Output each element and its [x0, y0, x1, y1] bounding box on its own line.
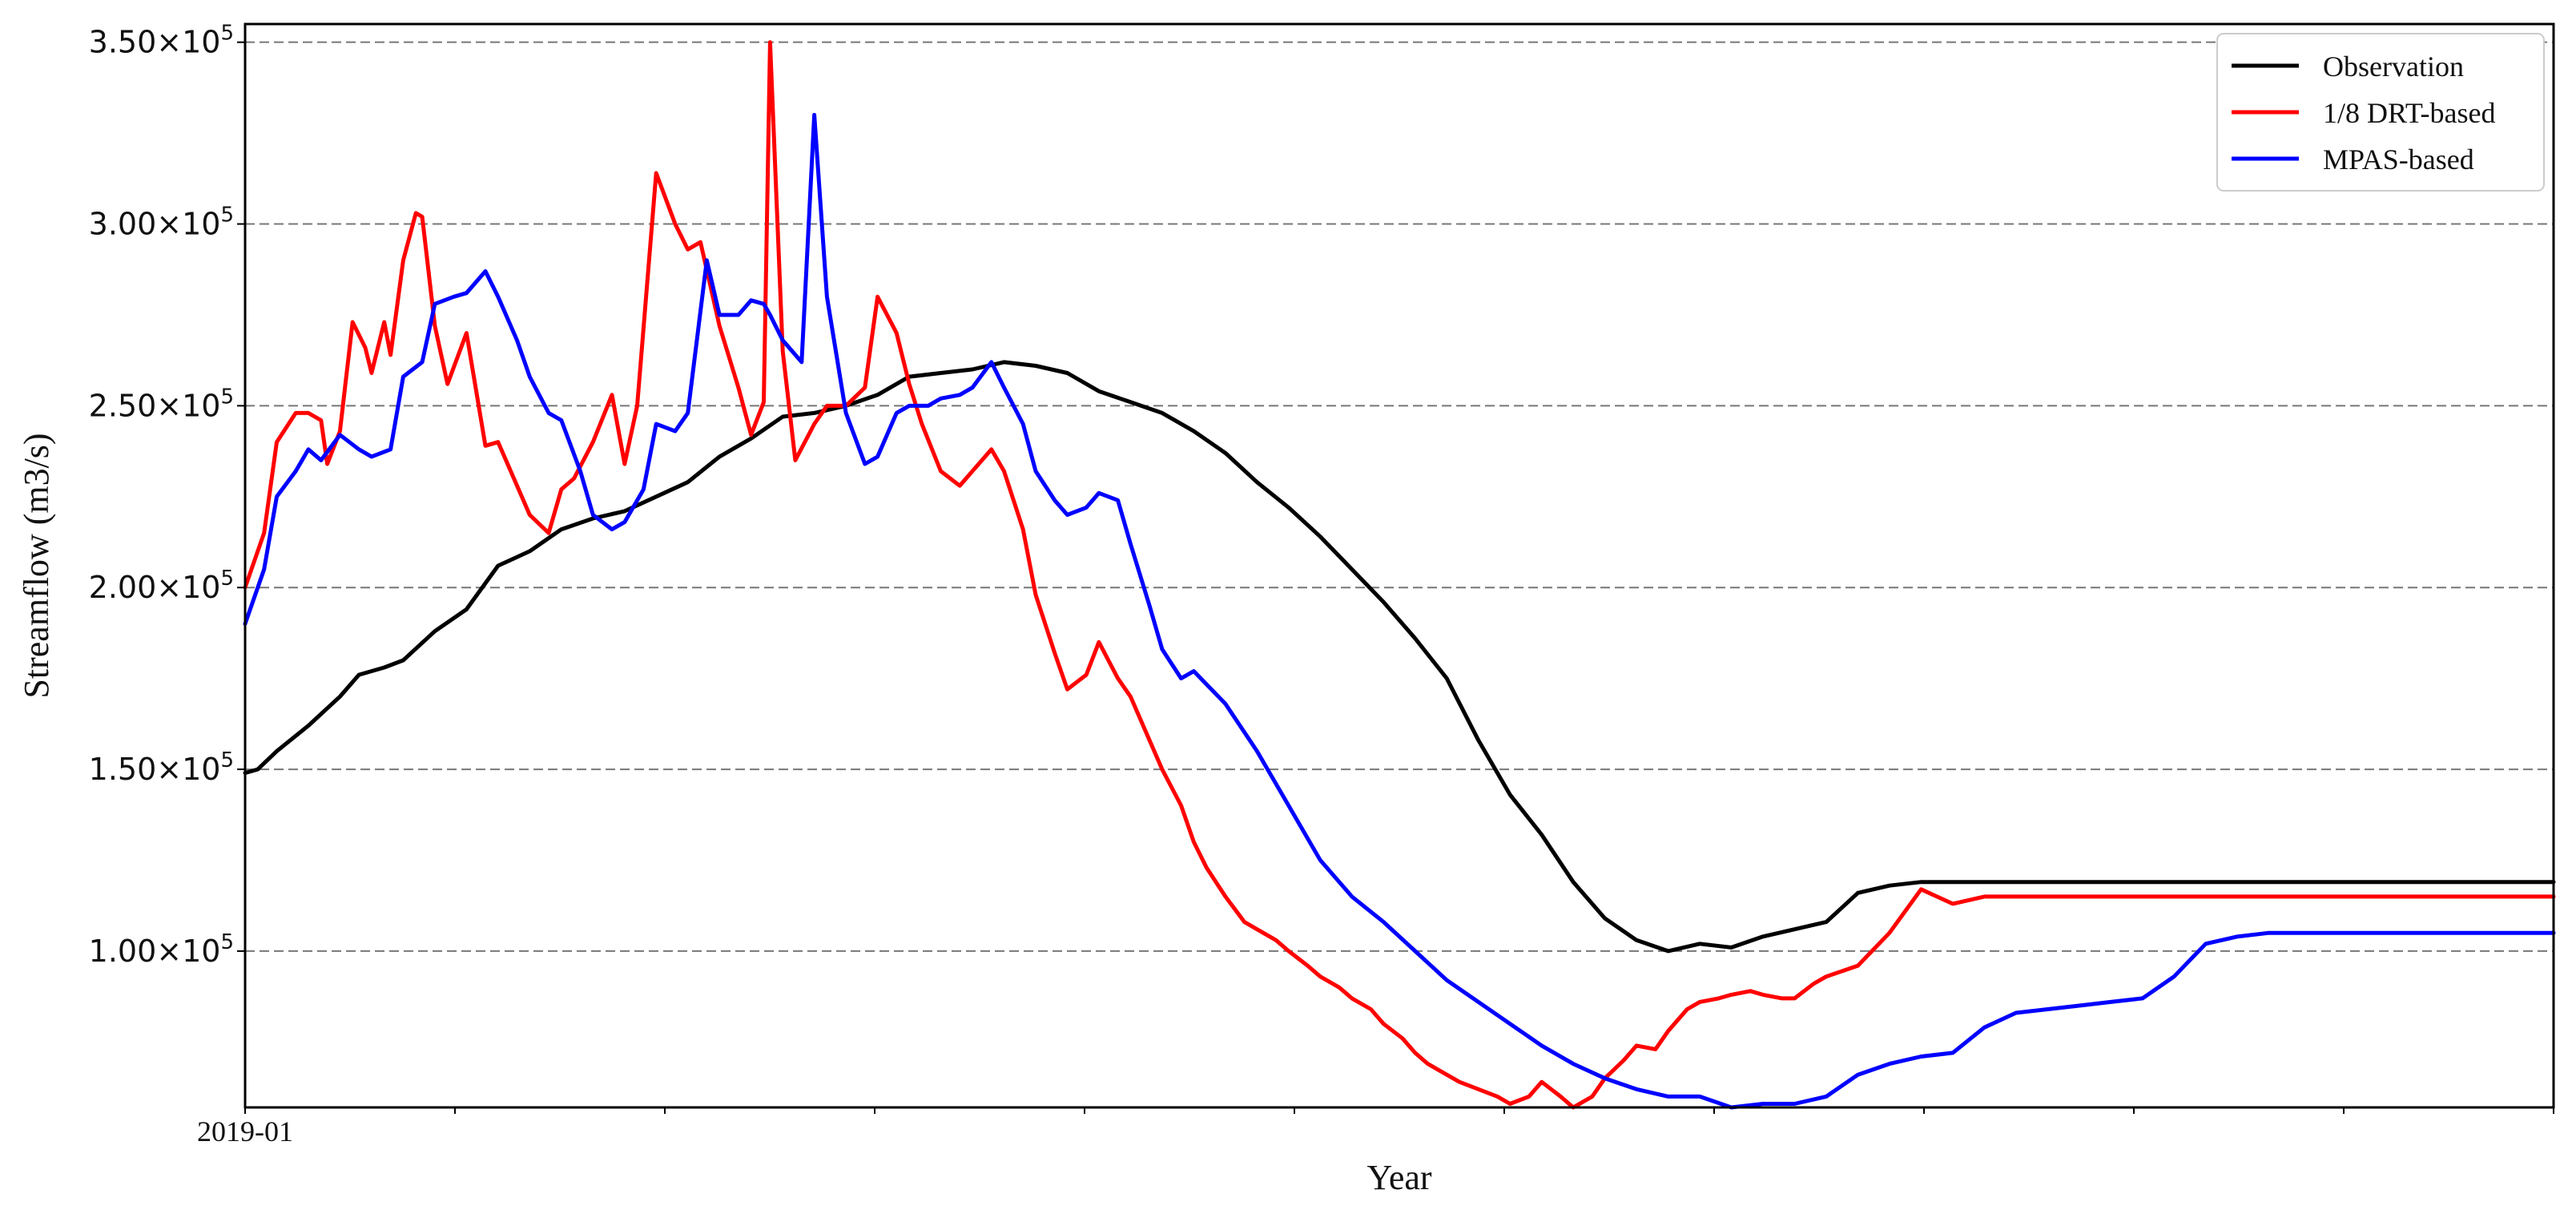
legend-label-observation: Observation — [2323, 50, 2464, 83]
series-lines — [243, 40, 2556, 1110]
y-axis-ticks: 1.00×105 1.50×105 2.00×105 2.50×105 3.00×105… — [89, 22, 245, 969]
y-axis-label: Streamflow (m3/s) — [17, 433, 56, 698]
y-tick-label: 2.50×105 — [89, 385, 234, 423]
legend-label-mpas: MPAS-based — [2323, 143, 2474, 175]
y-tick-label: 3.00×105 — [89, 204, 234, 242]
series-line-mpas — [243, 112, 2556, 1110]
legend-label-drt: 1/8 DRT-based — [2323, 97, 2496, 129]
series-line-observation — [243, 360, 2556, 954]
legend: Observation 1/8 DRT-based MPAS-based — [2216, 33, 2545, 192]
x-axis-label: Year — [1366, 1158, 1431, 1197]
x-axis-ticks — [244, 1107, 2554, 1114]
y-tick-label: 1.50×105 — [89, 748, 234, 787]
grid-lines — [245, 41, 2554, 952]
y-tick-label: 1.00×105 — [89, 930, 234, 969]
y-tick-label: 3.50×105 — [89, 22, 234, 60]
legend-box — [2216, 33, 2545, 192]
series-line-drt — [243, 40, 2556, 1110]
plot-frame — [244, 22, 2555, 1109]
x-tick-label-start: 2019-01 — [197, 1115, 293, 1147]
y-tick-label: 2.00×105 — [89, 567, 234, 605]
